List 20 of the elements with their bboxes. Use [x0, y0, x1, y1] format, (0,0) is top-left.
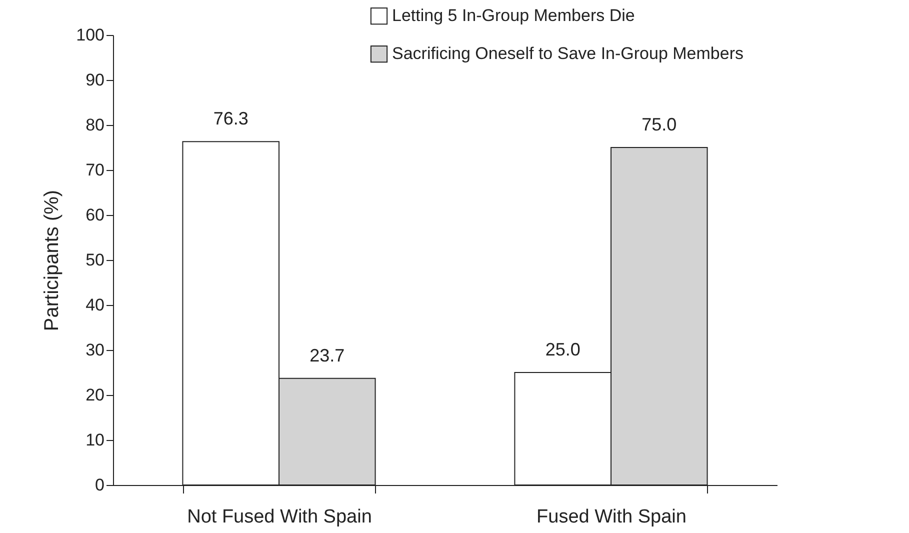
y-tick-label: 40 — [86, 296, 104, 314]
y-tick-label: 70 — [86, 160, 104, 180]
y-tick-label: 90 — [86, 70, 104, 90]
y-tick-label: 10 — [86, 430, 104, 450]
y-tick-label: 50 — [86, 250, 104, 270]
data-label: 25.0 — [545, 340, 580, 360]
y-tick-label: 60 — [86, 206, 104, 224]
data-label: 23.7 — [310, 345, 345, 366]
y-tick-label: 0 — [95, 476, 104, 494]
data-label: 75.0 — [642, 114, 677, 134]
legend-label: Sacrificing Oneself to Save In-Group Members — [392, 44, 744, 63]
y-tick-label: 100 — [76, 26, 104, 44]
x-tick-label: Fused With Spain — [536, 506, 686, 528]
data-label: 76.3 — [213, 108, 248, 129]
legend-label: Letting 5 In-Group Members Die — [392, 6, 635, 25]
y-tick-label: 30 — [86, 340, 104, 360]
y-tick-label: 20 — [86, 386, 104, 404]
y-axis-title: Participants (%) — [41, 190, 64, 332]
y-tick-label: 80 — [86, 116, 104, 134]
x-tick-label: Not Fused With Spain — [187, 506, 372, 528]
